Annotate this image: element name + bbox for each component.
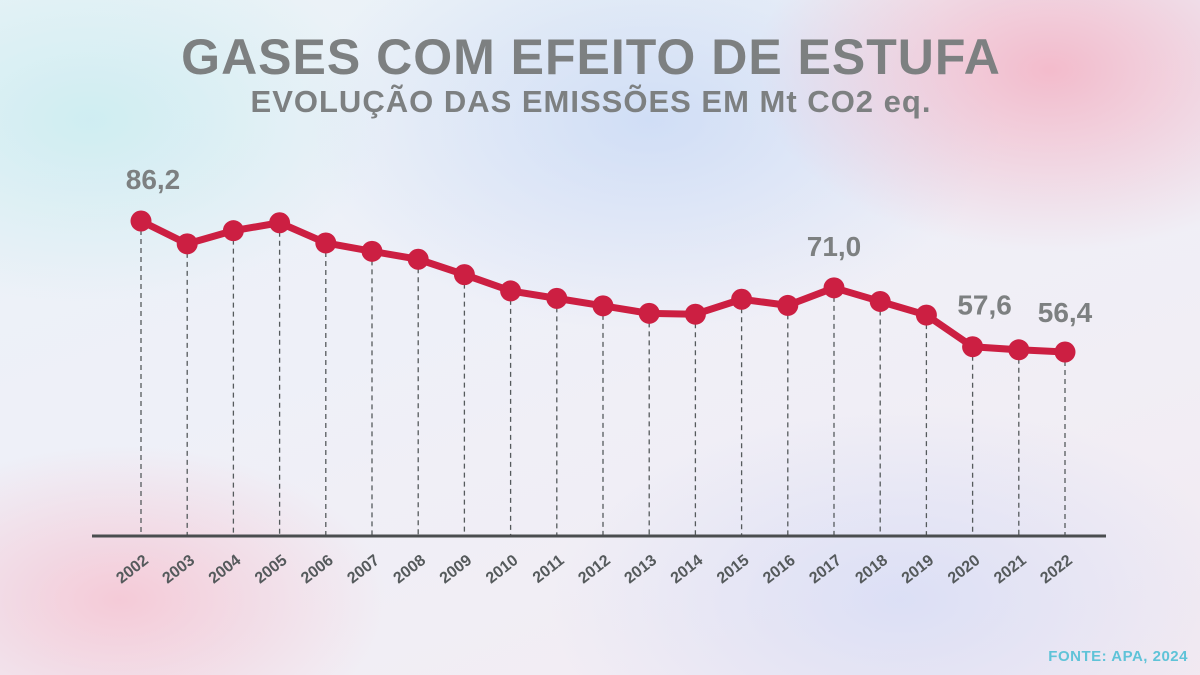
x-tick-label: 2022 <box>1037 552 1076 587</box>
data-point <box>915 304 937 326</box>
data-point <box>684 303 706 325</box>
data-point <box>269 212 291 234</box>
x-tick-label: 2021 <box>991 552 1030 587</box>
chart-subtitle: EVOLUÇÃO DAS EMISSÕES EM Mt CO2 eq. <box>250 84 932 119</box>
x-tick-label: 2002 <box>113 552 152 587</box>
x-tick-label: 2009 <box>437 552 476 587</box>
data-point <box>546 287 568 309</box>
x-tick-label: 2019 <box>899 552 938 587</box>
x-tick-label: 2020 <box>945 552 984 587</box>
x-tick-label: 2007 <box>344 552 383 587</box>
chart-title: GASES COM EFEITO DE ESTUFA <box>181 29 1001 85</box>
x-tick-label: 2008 <box>391 552 430 587</box>
x-tick-label: 2011 <box>530 552 568 587</box>
x-tick-label: 2006 <box>298 552 337 587</box>
x-tick-label: 2005 <box>252 552 291 587</box>
x-tick-label: 2016 <box>760 552 799 587</box>
data-point <box>592 295 614 317</box>
data-point <box>407 248 429 270</box>
data-point <box>222 220 244 242</box>
data-label: 57,6 <box>957 290 1012 321</box>
data-point <box>962 336 984 358</box>
x-tick-label: 2017 <box>806 552 845 587</box>
data-point <box>1054 341 1076 363</box>
source-note: FONTE: APA, 2024 <box>1048 648 1188 665</box>
data-point <box>869 290 891 312</box>
data-point <box>500 280 522 302</box>
data-label: 56,4 <box>1038 297 1093 328</box>
x-tick-label: 2010 <box>483 552 522 587</box>
x-tick-label: 2012 <box>575 552 614 587</box>
data-point <box>361 240 383 262</box>
x-tick-label: 2004 <box>206 552 245 587</box>
x-tick-label: 2014 <box>668 552 707 587</box>
x-tick-label: 2015 <box>714 552 753 587</box>
data-point <box>453 264 475 286</box>
data-point <box>176 233 198 255</box>
data-label: 86,2 <box>126 164 181 195</box>
data-point <box>1008 339 1030 361</box>
x-tick-label: 2003 <box>160 552 199 587</box>
data-point <box>315 232 337 254</box>
data-label: 71,0 <box>807 231 862 262</box>
data-point <box>731 288 753 310</box>
x-tick-label: 2013 <box>622 552 661 587</box>
data-point <box>638 302 660 324</box>
data-point <box>130 210 152 232</box>
data-point <box>777 294 799 316</box>
x-tick-label: 2018 <box>853 552 892 587</box>
data-point <box>823 277 845 299</box>
